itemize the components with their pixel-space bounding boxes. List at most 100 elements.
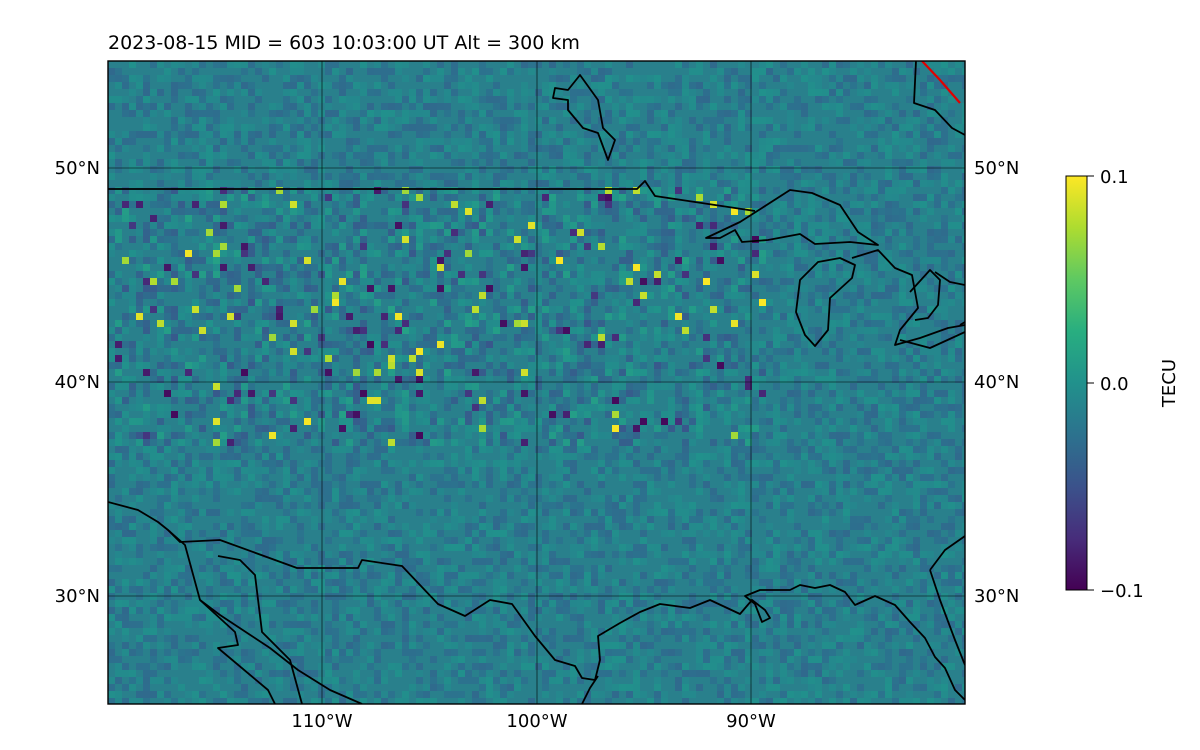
tec-cell: [927, 194, 934, 201]
tec-cell: [178, 229, 185, 236]
tec-cell: [346, 425, 353, 432]
tec-cell: [549, 208, 556, 215]
tec-cell: [269, 201, 276, 208]
tec-cell: [689, 418, 696, 425]
tec-cell: [395, 418, 402, 425]
tec-cell: [290, 82, 297, 89]
tec-cell: [563, 390, 570, 397]
tec-cell: [325, 362, 332, 369]
tec-cell: [661, 243, 668, 250]
tec-cell: [171, 124, 178, 131]
tec-cell: [619, 334, 626, 341]
tec-cell: [241, 306, 248, 313]
tec-cell: [150, 530, 157, 537]
tec-cell: [276, 173, 283, 180]
tec-cell: [962, 425, 965, 432]
tec-cell: [465, 418, 472, 425]
tec-cell: [843, 355, 850, 362]
tec-cell: [927, 96, 934, 103]
tec-cell: [234, 222, 241, 229]
tec-cell: [248, 404, 255, 411]
tec-cell: [955, 467, 962, 474]
tec-cell: [325, 537, 332, 544]
tec-cell: [255, 292, 262, 299]
tec-cell: [591, 208, 598, 215]
tec-cell: [465, 145, 472, 152]
tec-cell: [892, 201, 899, 208]
tec-cell: [346, 271, 353, 278]
tec-cell: [234, 299, 241, 306]
tec-cell: [353, 376, 360, 383]
tec-cell: [801, 481, 808, 488]
tec-cell: [339, 313, 346, 320]
tec-cell: [164, 327, 171, 334]
tec-cell: [668, 159, 675, 166]
tec-cell: [213, 481, 220, 488]
tec-cell: [787, 495, 794, 502]
tec-cell: [346, 285, 353, 292]
tec-cell: [948, 369, 955, 376]
tec-cell: [626, 341, 633, 348]
tec-cell: [941, 75, 948, 82]
tec-cell: [948, 425, 955, 432]
tec-cell: [822, 68, 829, 75]
tec-cell: [899, 75, 906, 82]
tec-cell: [682, 264, 689, 271]
tec-cell: [150, 467, 157, 474]
tec-cell: [542, 82, 549, 89]
tec-cell: [871, 453, 878, 460]
tec-cell: [437, 208, 444, 215]
tec-cell: [703, 460, 710, 467]
tec-cell: [871, 537, 878, 544]
tec-cell: [605, 411, 612, 418]
tec-cell: [171, 432, 178, 439]
tec-cell: [948, 68, 955, 75]
tec-cell: [472, 222, 479, 229]
tec-cell: [444, 187, 451, 194]
tec-cell: [934, 348, 941, 355]
tec-cell: [927, 103, 934, 110]
tec-cell: [528, 131, 535, 138]
tec-cell: [759, 138, 766, 145]
tec-cell: [948, 145, 955, 152]
tec-cell: [962, 166, 965, 173]
tec-cell: [430, 173, 437, 180]
tec-cell: [416, 439, 423, 446]
tec-cell: [430, 299, 437, 306]
tec-cell: [157, 418, 164, 425]
tec-cell: [682, 537, 689, 544]
tec-cell: [801, 145, 808, 152]
tec-cell: [521, 474, 528, 481]
tec-cell: [570, 418, 577, 425]
tec-cell: [570, 523, 577, 530]
tec-cell: [346, 250, 353, 257]
tec-cell: [871, 313, 878, 320]
tec-cell: [619, 292, 626, 299]
tec-cell: [710, 180, 717, 187]
tec-cell: [871, 446, 878, 453]
tec-cell: [640, 222, 647, 229]
tec-cell: [500, 201, 507, 208]
tec-cell: [934, 152, 941, 159]
tec-cell: [899, 180, 906, 187]
tec-cell: [668, 96, 675, 103]
tec-cell: [234, 264, 241, 271]
tec-cell: [311, 544, 318, 551]
tec-cell: [906, 159, 913, 166]
tec-cell: [682, 509, 689, 516]
tec-cell: [507, 404, 514, 411]
tec-cell: [906, 432, 913, 439]
tec-cell: [381, 390, 388, 397]
tec-cell: [157, 159, 164, 166]
tec-cell: [549, 439, 556, 446]
tec-cell: [115, 327, 122, 334]
tec-cell: [836, 250, 843, 257]
tec-cell: [689, 537, 696, 544]
tec-cell: [598, 481, 605, 488]
tec-cell: [563, 152, 570, 159]
tec-cell: [612, 215, 619, 222]
tec-cell: [640, 362, 647, 369]
tec-cell: [346, 523, 353, 530]
tec-cell: [689, 453, 696, 460]
tec-cell: [717, 411, 724, 418]
